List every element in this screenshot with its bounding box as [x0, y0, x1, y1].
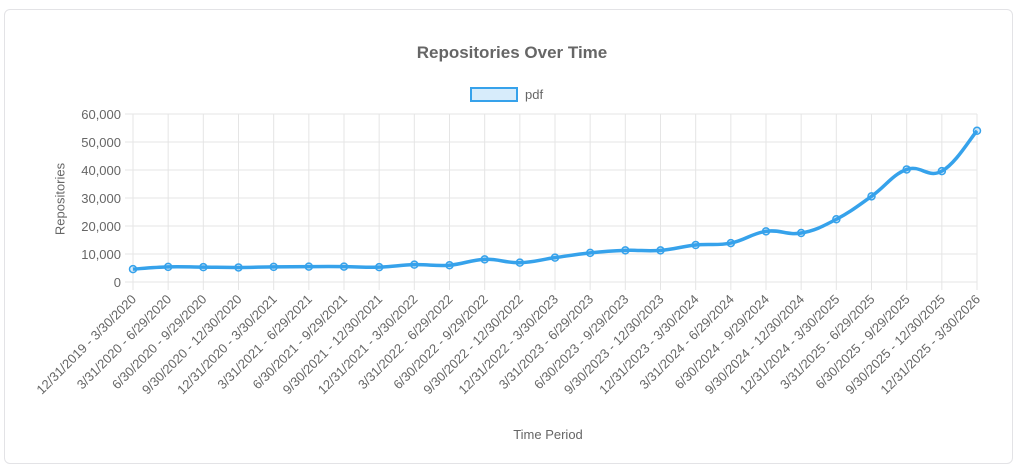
data-point[interactable]: [480, 255, 489, 264]
chart-title: Repositories Over Time: [416, 43, 608, 62]
legend-swatch: [470, 87, 518, 102]
data-point[interactable]: [832, 215, 841, 224]
data-point[interactable]: [128, 264, 138, 274]
data-point[interactable]: [410, 260, 419, 269]
data-point[interactable]: [937, 166, 947, 176]
legend-label: pdf: [525, 87, 544, 102]
data-point[interactable]: [656, 246, 665, 255]
y-axis-title: Repositories: [52, 162, 68, 236]
data-point[interactable]: [163, 262, 173, 272]
data-point[interactable]: [234, 263, 243, 272]
y-tick-label: 50,000: [81, 135, 121, 150]
data-point[interactable]: [761, 227, 771, 236]
chart-card: [4, 9, 1013, 464]
y-tick-label: 20,000: [81, 219, 121, 234]
data-point[interactable]: [726, 238, 736, 248]
data-point[interactable]: [550, 253, 560, 262]
data-point[interactable]: [691, 240, 700, 250]
data-point[interactable]: [199, 262, 208, 272]
data-point[interactable]: [304, 262, 314, 271]
series-line-pdf: [132, 129, 979, 271]
y-tick-label: 0: [114, 275, 121, 290]
data-point[interactable]: [621, 246, 630, 255]
data-point[interactable]: [972, 126, 982, 136]
data-point[interactable]: [585, 248, 595, 258]
y-tick-label: 30,000: [81, 191, 121, 206]
data-point[interactable]: [445, 260, 454, 270]
x-axis-title: Time Period: [513, 427, 583, 442]
data-point[interactable]: [269, 262, 278, 272]
data-point[interactable]: [339, 262, 349, 271]
data-point[interactable]: [867, 192, 876, 201]
y-tick-label: 10,000: [81, 247, 121, 262]
data-point[interactable]: [374, 262, 384, 272]
y-tick-label: 40,000: [81, 163, 121, 178]
data-point[interactable]: [902, 165, 911, 174]
legend-item-pdf[interactable]: pdf: [470, 87, 543, 102]
data-point[interactable]: [796, 228, 806, 238]
data-point[interactable]: [515, 258, 525, 267]
y-tick-label: 60,000: [81, 107, 121, 122]
